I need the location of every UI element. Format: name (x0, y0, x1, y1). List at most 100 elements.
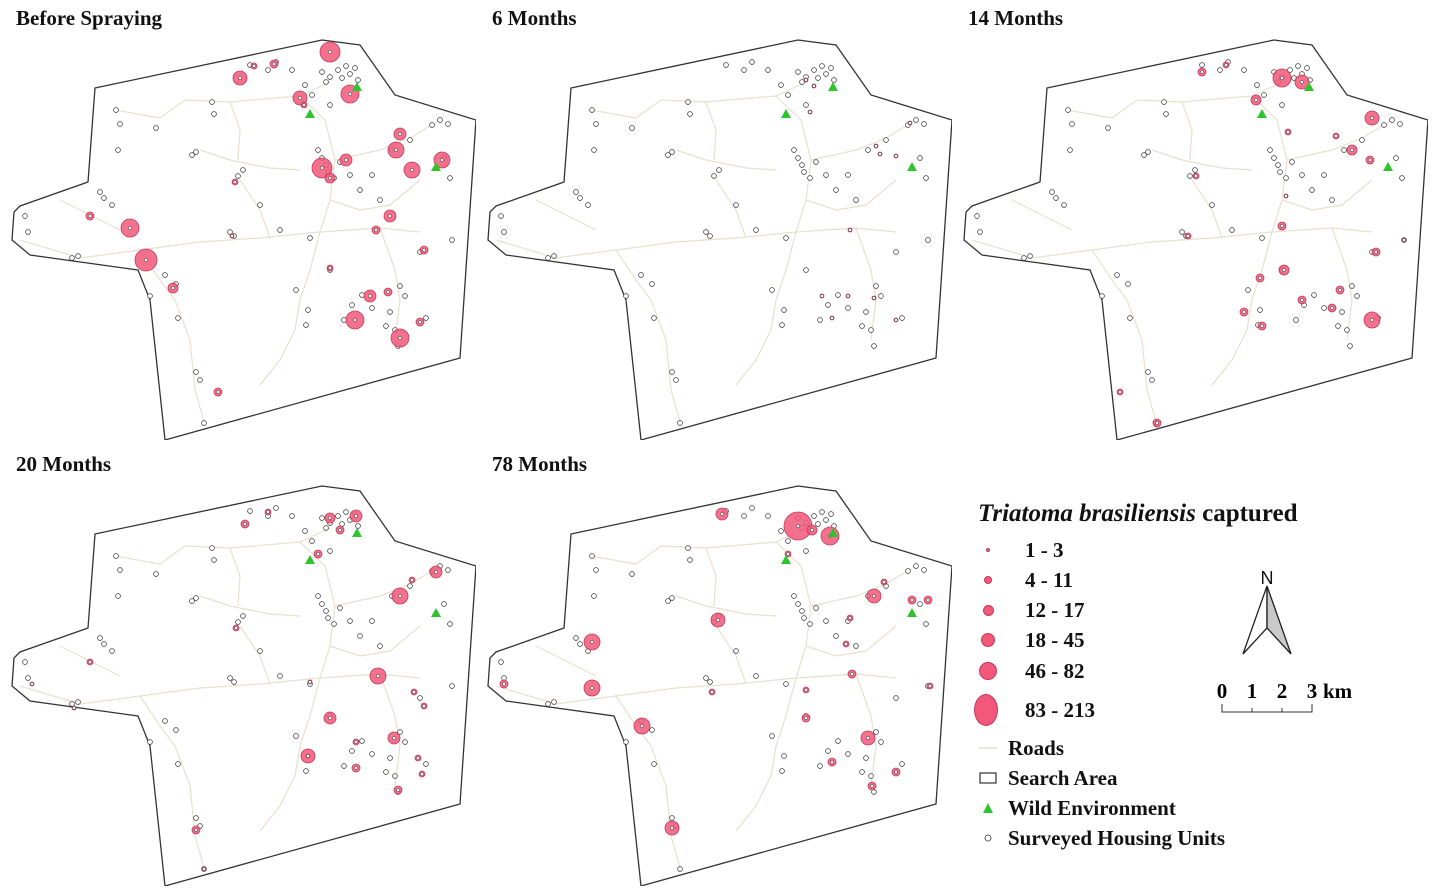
housing-unit (640, 724, 644, 728)
housing-unit (1277, 169, 1283, 175)
housing-unit (1186, 234, 1190, 238)
housing-unit (1105, 125, 1111, 131)
housing-unit (871, 343, 877, 349)
housing-unit (593, 121, 599, 127)
housing-unit (1381, 122, 1387, 128)
housing-unit (1370, 318, 1374, 322)
housing-unit (577, 641, 583, 647)
housing-unit (894, 154, 898, 158)
housing-unit (344, 158, 348, 162)
housing-unit (796, 524, 800, 528)
housing-unit (868, 327, 874, 333)
legend-title-rest: captured (1202, 500, 1298, 527)
housing-unit (926, 598, 930, 602)
map-layer (487, 485, 952, 886)
legend-class-3: 12 - 17 (978, 596, 1085, 624)
road-line (615, 249, 682, 426)
housing-unit (227, 229, 233, 235)
housing-unit (669, 815, 675, 821)
housing-unit (327, 102, 333, 108)
housing-unit (162, 272, 168, 278)
housing-unit (913, 563, 919, 569)
housing-unit (349, 302, 355, 308)
road-line (495, 673, 897, 705)
housing-unit (30, 682, 34, 686)
housing-unit (347, 618, 353, 624)
wild-environment-marker (1383, 162, 1393, 171)
housing-unit (1280, 76, 1284, 80)
housing-unit (823, 172, 829, 178)
road-line (139, 249, 206, 426)
housing-unit (1293, 317, 1299, 323)
housing-unit (171, 286, 175, 290)
housing-unit (303, 768, 309, 774)
wild-environment-marker (431, 608, 441, 617)
road-line (1331, 227, 1353, 341)
housing-unit (791, 147, 797, 153)
map-legend: Triatoma brasiliensis captured 1 - 3 4 -… (974, 500, 1418, 870)
housing-unit (868, 773, 874, 779)
housing-unit (383, 769, 389, 775)
housing-unit (69, 255, 75, 261)
housing-unit (753, 673, 759, 679)
road-line (735, 677, 797, 832)
housing-unit (417, 695, 423, 701)
housing-unit (1217, 67, 1223, 73)
housing-unit (585, 202, 591, 208)
housing-unit (319, 601, 325, 607)
housing-unit (302, 528, 308, 534)
housing-unit (1284, 194, 1288, 198)
wild-environment-marker (781, 555, 791, 564)
housing-unit (685, 99, 691, 105)
housing-unit (1258, 276, 1262, 280)
housing-unit (733, 648, 739, 654)
housing-unit (398, 336, 402, 340)
housing-unit (831, 77, 837, 83)
housing-unit (769, 287, 775, 293)
housing-unit (819, 509, 825, 515)
road-line (535, 645, 597, 677)
housing-unit (410, 578, 414, 582)
housing-unit (319, 69, 325, 75)
housing-unit (913, 117, 919, 123)
wild-environment-marker (352, 82, 362, 91)
housing-unit (449, 683, 455, 689)
housing-unit (1259, 235, 1265, 241)
housing-unit (257, 202, 263, 208)
housing-unit (369, 618, 375, 624)
housing-unit (441, 601, 447, 607)
housing-unit (1118, 390, 1122, 394)
panel-title: 14 Months (968, 6, 1064, 30)
housing-unit (128, 226, 132, 230)
housing-unit (1149, 377, 1155, 383)
housing-unit (783, 681, 789, 687)
housing-unit (416, 756, 420, 760)
housing-unit (629, 571, 635, 577)
housing-unit (925, 237, 931, 243)
map (11, 39, 476, 440)
housing-unit (921, 567, 927, 573)
housing-unit (277, 673, 283, 679)
housing-unit (803, 267, 809, 273)
housing-unit (1399, 175, 1405, 181)
road-line (590, 81, 807, 119)
search-area-icon (979, 772, 997, 784)
housing-unit (928, 684, 932, 688)
road-line (229, 101, 241, 161)
housing-unit (1271, 155, 1277, 161)
housing-unit (853, 643, 859, 649)
housing-unit (810, 528, 814, 532)
housing-unit (398, 132, 402, 136)
housing-unit (1279, 102, 1285, 108)
road-line (1066, 81, 1283, 119)
housing-unit (1069, 121, 1075, 127)
housing-unit (25, 229, 31, 235)
legend-class-4: 18 - 45 (978, 626, 1085, 654)
housing-unit (865, 147, 871, 153)
housing-unit (859, 323, 865, 329)
road-line (239, 179, 271, 239)
housing-unit (359, 738, 365, 744)
housing-unit (355, 77, 361, 83)
housing-unit (173, 727, 179, 733)
housing-unit (328, 266, 332, 270)
